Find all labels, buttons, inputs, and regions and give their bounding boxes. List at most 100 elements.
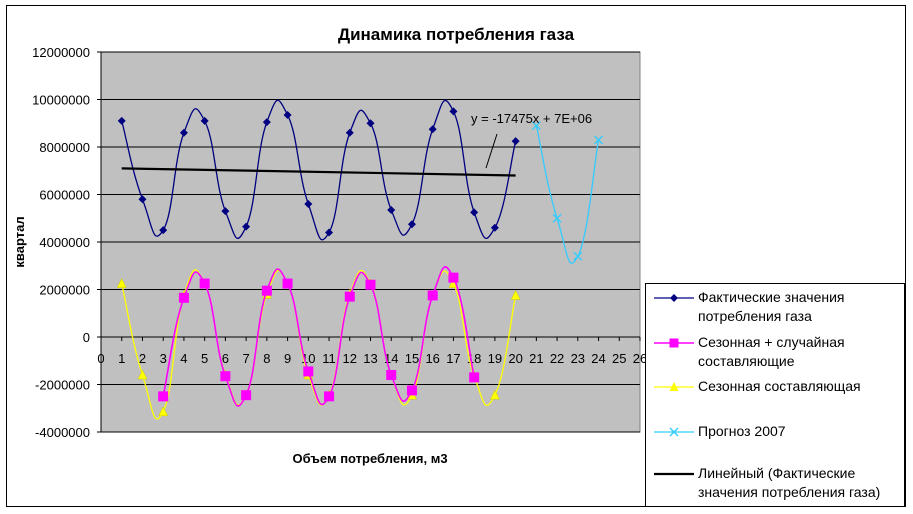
y-tick-label: 2000000 (39, 283, 90, 298)
plot-area: 1200000010000000800000060000004000000200… (32, 45, 647, 440)
data-point-seasonal-random (386, 370, 397, 380)
x-tick-label: 19 (488, 351, 502, 366)
data-point-actual (449, 107, 458, 116)
data-point-forecast (531, 121, 541, 131)
legend-label-line: Фактические значения (698, 289, 845, 305)
data-point-seasonal-random (220, 371, 231, 382)
data-point-seasonal (489, 389, 500, 400)
y-tick-label: 12000000 (32, 45, 90, 60)
legend-label-line: значения потребления газа) (698, 484, 881, 500)
series-line-trendline (121, 167, 516, 177)
legend-symbol-actual (654, 294, 694, 302)
data-point-seasonal-random (199, 278, 210, 289)
data-point-seasonal (137, 369, 148, 380)
y-tick-label: 6000000 (39, 188, 90, 203)
legend-symbol-forecast (654, 427, 694, 437)
legend-symbol-seasonal-random (654, 338, 694, 348)
legend-label-line: Линейный (Фактические (698, 465, 856, 481)
data-point-actual (138, 195, 147, 204)
x-tick-label: 11 (322, 351, 336, 366)
x-tick-label: 6 (222, 351, 229, 366)
data-point-forecast (573, 251, 583, 261)
x-tick-label: 16 (425, 351, 439, 366)
x-tick-label: 21 (529, 351, 543, 366)
x-tick-label: 4 (180, 351, 187, 366)
data-point-seasonal-random (178, 292, 189, 303)
series-line-forecast (535, 125, 600, 264)
data-point-actual (117, 116, 126, 125)
legend-symbol-trendline (654, 472, 694, 476)
data-point-actual (221, 207, 230, 216)
data-point-seasonal-random (282, 278, 293, 289)
x-tick-label: 3 (160, 351, 167, 366)
legend-label-line: Сезонная составляющая (698, 378, 861, 394)
data-point-seasonal-random (406, 385, 417, 396)
data-point-actual (200, 116, 209, 125)
x-tick-label: 12 (343, 351, 357, 366)
chart-title: Динамика потребления газа (338, 25, 575, 44)
y-tick-label: 8000000 (39, 140, 90, 155)
x-tick-label: 26 (633, 351, 647, 366)
x-tick-label: 24 (591, 351, 605, 366)
data-point-actual (325, 228, 334, 237)
x-tick-label: 2 (139, 351, 146, 366)
x-tick-label: 5 (201, 351, 208, 366)
x-tick-label: 7 (242, 351, 249, 366)
data-point-seasonal (116, 278, 127, 288)
x-tick-label: 23 (571, 351, 585, 366)
x-axis-title: Объем потребления, м3 (292, 451, 447, 466)
trendline-equation: y = -17475x + 7E+06 (471, 111, 592, 126)
data-point-actual (242, 222, 251, 231)
data-point-seasonal (510, 289, 521, 300)
data-point-actual (407, 220, 416, 229)
data-point-seasonal-random (324, 391, 335, 402)
data-point-forecast (594, 135, 604, 145)
data-point-seasonal-random (158, 391, 169, 402)
legend-symbol-seasonal (654, 382, 694, 391)
y-tick-label: -4000000 (35, 425, 90, 440)
data-point-actual (159, 226, 168, 235)
data-point-seasonal-random (365, 279, 376, 290)
legend: Фактические значения потребления газа Се… (645, 283, 905, 507)
y-axis-title: квартал (12, 216, 27, 267)
data-point-seasonal (158, 406, 169, 417)
data-point-forecast (552, 213, 562, 223)
x-tick-label: 8 (263, 351, 270, 366)
x-tick-label: 25 (612, 351, 626, 366)
y-tick-label: -2000000 (35, 378, 90, 393)
data-point-actual (304, 200, 313, 208)
x-tick-label: 20 (508, 351, 522, 366)
legend-label-line: потребления газа (698, 308, 812, 324)
annotation-leader (485, 133, 498, 169)
legend-label-line: составляющие (698, 353, 795, 369)
legend-label-line: Прогноз 2007 (698, 423, 786, 439)
data-point-actual (262, 118, 271, 127)
data-point-seasonal-random (241, 390, 252, 401)
data-point-seasonal-random (303, 366, 314, 377)
data-point-seasonal-random (427, 290, 438, 301)
y-tick-label: 4000000 (39, 235, 90, 250)
data-point-actual (283, 110, 292, 119)
y-tick-label: 10000000 (32, 93, 90, 108)
data-point-seasonal-random (344, 291, 355, 302)
data-point-actual (470, 208, 479, 217)
legend-label-line: Сезонная + случайная (698, 334, 845, 350)
data-point-seasonal-random (261, 285, 272, 296)
series-line-seasonal-random (162, 266, 475, 407)
x-tick-label: 1 (118, 351, 125, 366)
data-point-seasonal-random (448, 272, 459, 283)
x-tick-label: 9 (284, 351, 291, 366)
data-point-actual (511, 137, 520, 146)
data-point-actual (366, 119, 375, 128)
x-tick-label: 22 (550, 351, 564, 366)
data-point-actual (179, 128, 188, 137)
y-tick-label: 0 (83, 330, 90, 345)
data-point-seasonal-random (469, 372, 480, 383)
x-tick-label: 15 (405, 351, 419, 366)
data-point-actual (387, 205, 396, 214)
x-tick-label: 17 (446, 351, 460, 366)
x-tick-label: 13 (363, 351, 377, 366)
data-point-actual (428, 125, 437, 134)
data-point-actual (345, 128, 354, 137)
